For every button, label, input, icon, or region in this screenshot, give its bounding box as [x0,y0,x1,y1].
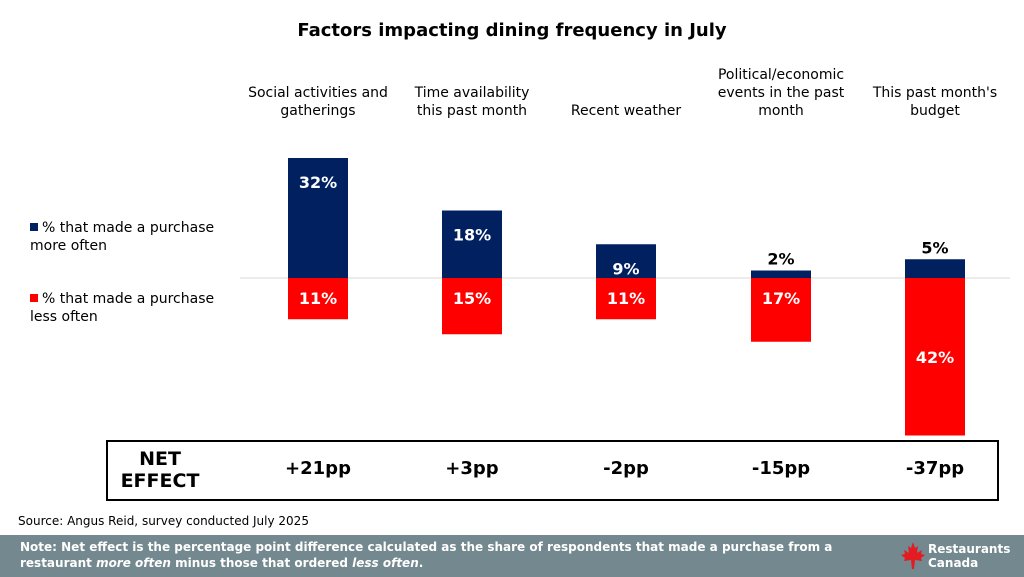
bar-chart: Social activities and gatherings 32% 11% Tim… [240,67,1010,436]
category-label: Social activities and [248,85,388,101]
data-label-less-often: 11% [299,289,337,308]
category-label: Political/economic [718,67,844,83]
legend-swatch-less [30,294,38,302]
bar-less-often [905,278,965,436]
logo-text-line2: Canada [928,556,979,570]
footnote-emphasis-less: less often [352,556,419,570]
logo-text-line1: Restaurants [928,542,1011,556]
category-label: this past month [417,103,527,119]
bar-more-often [288,158,348,278]
bar-more-often [751,270,811,278]
net-effect-label-line2: EFFECT [120,470,200,492]
footnote: Note: Net effect is the percentage point… [20,539,860,571]
data-label-more-often: 2% [767,250,794,269]
data-label-less-often: 17% [762,289,800,308]
legend-label-more-line1: % that made a purchase [42,220,215,236]
data-label-more-often: 32% [299,173,337,192]
category-label: budget [910,103,960,119]
data-label-less-often: 15% [453,289,491,308]
category-label: events in the past [718,85,845,101]
category-label: month [758,103,803,119]
legend-more-often: % that made a purchase more often [30,219,214,255]
data-label-less-often: 11% [607,289,645,308]
net-effect-value: +3pp [445,458,499,479]
bar-less-often [288,278,348,320]
legend-less-often: % that made a purchase less often [30,290,214,326]
legend-swatch-more [30,223,38,231]
logo-text: Restaurants Canada [928,542,1010,570]
data-label-more-often: 9% [612,259,639,278]
chart-title: Factors impacting dining frequency in Ju… [297,20,727,41]
bar-more-often [905,259,965,278]
net-effect-value: -15pp [751,458,811,479]
bar-less-often [751,278,811,342]
legend-label-less-line2: less often [30,309,98,325]
net-effect-label: NET EFFECT [120,448,200,492]
bar-more-often [442,210,502,278]
legend-label-less-line1: % that made a purchase [42,291,215,307]
bar-less-often [596,278,656,320]
bar-more-often [596,244,656,278]
footnote-emphasis-more: more often [96,556,171,570]
footnote-part: minus those that ordered [170,556,353,570]
net-effect-value: -37pp [905,458,965,479]
net-effect-value: +21pp [285,458,351,479]
footer-bar: Note: Net effect is the percentage point… [0,535,1024,577]
maple-leaf-icon [901,542,925,569]
category-label: This past month's [872,85,997,101]
category-label: gatherings [280,103,355,119]
data-label-more-often: 18% [453,226,491,245]
data-label-less-often: 42% [916,348,954,367]
category-label: Recent weather [571,103,681,119]
data-label-more-often: 5% [921,238,948,257]
restaurants-canada-logo: Restaurants Canada [900,541,1012,573]
net-effect-box [106,440,999,501]
source-note: Source: Angus Reid, survey conducted Jul… [18,514,309,528]
bar-less-often [442,278,502,335]
net-effect-value: -2pp [603,458,649,479]
net-effect-label-line1: NET [139,448,181,470]
footnote-part: . [418,556,424,570]
category-label: Time availability [414,85,530,101]
footnote-part: Note: Net effect is the percentage point… [20,540,833,570]
legend-label-more-line2: more often [30,238,107,254]
